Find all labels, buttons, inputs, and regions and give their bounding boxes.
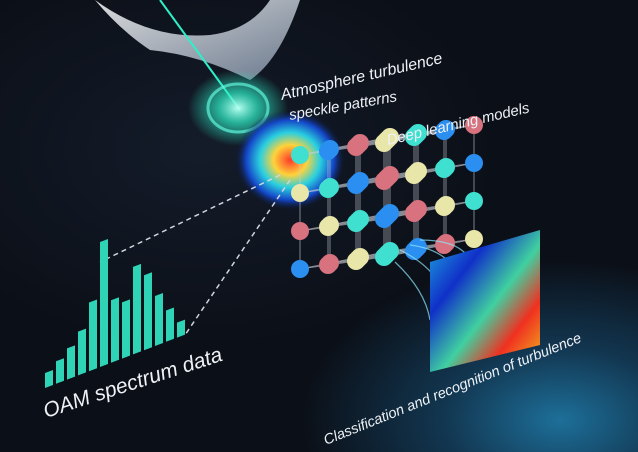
neuron-sphere <box>351 248 369 266</box>
histogram-bar <box>100 239 108 367</box>
neuron-sphere <box>291 222 309 240</box>
neuron-sphere <box>351 134 369 152</box>
speckle-pattern <box>235 110 345 210</box>
neuron-sphere <box>381 204 399 222</box>
label-deep-learning-models: Deep learning models <box>385 99 531 149</box>
neuron-sphere <box>351 172 369 190</box>
neuron-sphere <box>321 254 339 272</box>
neuron-sphere <box>409 162 427 180</box>
neuron-sphere <box>465 192 483 210</box>
neuron-sphere <box>437 196 455 214</box>
phase-screen <box>95 0 300 80</box>
histogram-bar <box>155 293 163 346</box>
neuron-sphere <box>351 210 369 228</box>
neuron-sphere <box>381 128 399 146</box>
histogram-bar <box>122 299 130 359</box>
neuron-sphere <box>409 200 427 218</box>
dashed-line <box>184 179 291 336</box>
neuron-sphere <box>291 260 309 278</box>
neuron-sphere <box>465 116 483 134</box>
neuron-sphere <box>321 140 339 158</box>
neuron-sphere <box>381 242 399 260</box>
dashed-line <box>99 174 281 263</box>
neuron-sphere <box>381 166 399 184</box>
histogram-bar <box>166 307 174 342</box>
histogram-bar <box>111 297 119 363</box>
neuron-sphere <box>409 238 427 256</box>
histogram-bar <box>56 358 64 384</box>
neuron-sphere <box>409 124 427 142</box>
oam-histogram <box>45 239 185 388</box>
turbulence-map <box>430 230 540 372</box>
neuron-sphere <box>291 184 309 202</box>
neuron-sphere <box>321 178 339 196</box>
neuron-sphere <box>465 230 483 248</box>
neuron-sphere <box>437 158 455 176</box>
histogram-bar <box>45 370 53 388</box>
histogram-bar <box>144 272 152 351</box>
histogram-bar <box>177 319 185 338</box>
neuron-sphere <box>465 154 483 172</box>
neural-lattice <box>291 116 483 278</box>
histogram-bar <box>133 263 141 355</box>
histogram-bar <box>89 299 97 372</box>
neuron-sphere <box>291 146 309 164</box>
neuron-sphere <box>321 216 339 234</box>
histogram-bar <box>78 328 86 376</box>
beam-ring <box>206 82 270 134</box>
neuron-sphere <box>437 120 455 138</box>
histogram-bar <box>67 345 75 380</box>
